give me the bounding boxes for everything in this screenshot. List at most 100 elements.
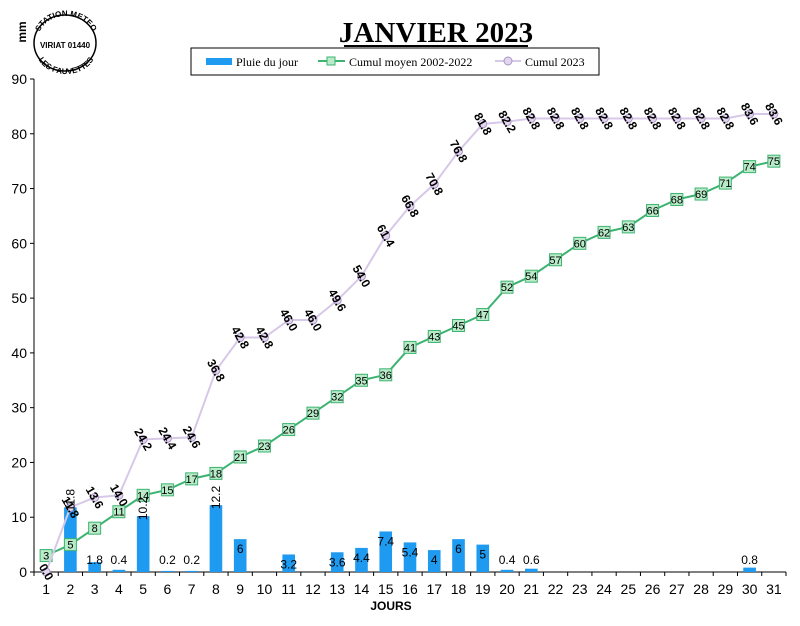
rain-bar (88, 562, 101, 572)
avg-cumul-marker (306, 406, 320, 420)
cumul-2023-marker (429, 179, 439, 189)
rain-bar (355, 547, 368, 572)
avg-cumul-value-label: 74 (743, 162, 755, 174)
cumul-2023-marker (356, 271, 366, 281)
rain-value-label: 0.2 (183, 553, 200, 567)
avg-cumul-value-label: 18 (210, 468, 222, 480)
cumul-2023-marker (284, 315, 294, 325)
avg-cumul-value-label: 63 (622, 222, 634, 234)
cumul-2023-marker (575, 113, 585, 123)
cumul-2023-marker (502, 117, 512, 127)
legend-label-cum: Cumul 2023 (525, 55, 585, 69)
avg-cumul-value-label: 3 (43, 551, 49, 563)
cumul-2023-marker (405, 201, 415, 211)
cumul-2023-marker (162, 433, 172, 443)
avg-cumul-value-label: 68 (671, 195, 683, 207)
legend-marker-avg (326, 56, 336, 66)
x-tick-label: 16 (402, 581, 418, 597)
avg-cumul-value-label: 5 (67, 540, 73, 552)
avg-cumul-marker (718, 176, 732, 190)
avg-cumul-marker (185, 472, 199, 486)
cumul-2023-marker (114, 490, 124, 500)
x-tick-label: 30 (742, 581, 758, 597)
x-tick-label: 12 (305, 581, 321, 597)
x-tick-label: 13 (329, 581, 345, 597)
y-tick-label: 30 (11, 400, 27, 416)
cumul-2023-value-label: 0.0 (36, 561, 57, 583)
rain-value-label: 0.4 (111, 553, 128, 567)
y-tick-label: 40 (11, 345, 27, 361)
legend-marker-cum (503, 56, 513, 66)
rain-value-label: 6 (237, 542, 244, 556)
cumul-2023-marker (235, 333, 245, 343)
y-tick-label: 80 (11, 126, 27, 142)
legend-label-avg: Cumul moyen 2002-2022 (349, 55, 472, 69)
cumul-2023-marker (623, 113, 633, 123)
avg-cumul-marker (88, 521, 102, 535)
cumul-2023-marker (551, 113, 561, 123)
cumul-2023-value-label: 24.2 (131, 426, 155, 454)
avg-cumul-value-label: 14 (137, 490, 149, 502)
x-tick-label: 20 (499, 581, 515, 597)
avg-cumul-marker (524, 269, 538, 283)
x-tick-label: 2 (66, 581, 74, 597)
y-tick-label: 20 (11, 454, 27, 470)
y-tick-label: 0 (19, 564, 27, 580)
avg-cumul-value-label: 26 (283, 425, 295, 437)
avg-cumul-marker (597, 225, 611, 239)
rain-value-label: 5 (479, 548, 486, 562)
cumul-2023-marker (187, 432, 197, 442)
avg-cumul-marker (621, 220, 635, 234)
cumul-2023-series (41, 109, 779, 577)
cumul-2023-value-label: 13.6 (83, 484, 107, 512)
cumul-2023-marker (65, 502, 75, 512)
cumul-2023-value-label: 46.0 (277, 306, 301, 334)
avg-cumul-marker (112, 505, 126, 519)
avg-cumul-value-label: 45 (452, 321, 464, 333)
avg-cumul-value-label: 54 (525, 271, 537, 283)
rain-value-label: 0.4 (499, 553, 516, 567)
avg-cumul-value-label: 35 (355, 375, 367, 387)
y-tick-label: 90 (11, 71, 27, 87)
avg-cumul-marker (330, 390, 344, 404)
cumul-2023-value-label: 36.8 (204, 357, 228, 385)
avg-cumul-value-label: 29 (307, 408, 319, 420)
avg-cumul-marker (379, 368, 393, 382)
legend-box (190, 47, 600, 76)
avg-cumul-marker (427, 329, 441, 343)
rain-value-label: 4.4 (353, 551, 370, 565)
x-tick-label: 10 (257, 581, 273, 597)
x-tick-label: 9 (236, 581, 244, 597)
avg-cumul-marker (767, 154, 781, 168)
x-tick-label: 25 (621, 581, 637, 597)
avg-cumul-value-label: 15 (161, 485, 173, 497)
rain-value-label: 0.2 (159, 553, 176, 567)
rain-value-label: 1.8 (86, 553, 103, 567)
legend-swatch-rain (206, 58, 232, 65)
rain-value-label: 4 (431, 553, 438, 567)
x-tick-label: 8 (212, 581, 220, 597)
x-tick-label: 18 (451, 581, 467, 597)
stamp-bottom-text: LES FAUVETTES (37, 55, 96, 76)
x-tick-label: 5 (139, 581, 147, 597)
stamp-top-text: STATION METEO (33, 9, 98, 33)
avg-cumul-value-label: 60 (574, 238, 586, 250)
stamp-middle-text: VIRIAT 01440 (40, 41, 91, 50)
rain-value-label: 0.6 (523, 553, 540, 567)
x-tick-label: 17 (426, 581, 442, 597)
cumul-2023-marker (90, 493, 100, 503)
avg-cumul-marker (136, 488, 150, 502)
avg-cumul-marker (282, 423, 296, 437)
rain-bar (185, 570, 198, 572)
rain-value-label: 10.2 (136, 496, 150, 520)
rain-value-label: 3.2 (280, 557, 297, 571)
rain-value-label: 0.8 (741, 553, 758, 567)
avg-cumul-marker (694, 187, 708, 201)
x-tick-label: 31 (766, 581, 782, 597)
rain-value-label: 3.6 (329, 555, 346, 569)
x-tick-label: 26 (645, 581, 661, 597)
avg-cumul-marker (257, 439, 271, 453)
cumul-2023-value-label: 83.6 (738, 100, 762, 128)
rain-value-label: 5.4 (402, 545, 419, 559)
legend-label-rain: Pluie du jour (236, 55, 298, 69)
